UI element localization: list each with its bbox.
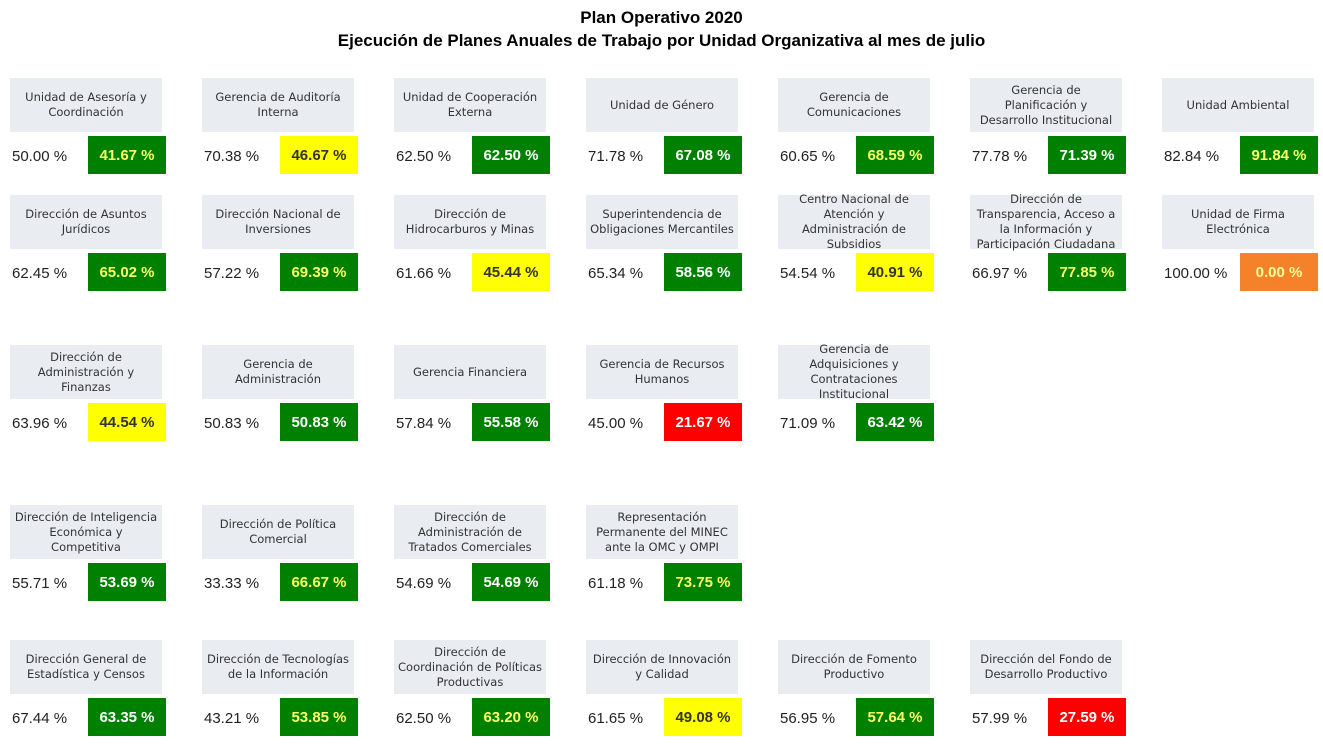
executed-value: 0.00 % <box>1240 253 1318 291</box>
planned-value: 54.54 % <box>780 265 836 282</box>
planned-value: 61.18 % <box>588 575 644 592</box>
unit-name: Dirección General de Estadística y Censo… <box>10 640 162 694</box>
planned-value: 33.33 % <box>204 575 260 592</box>
planned-value: 66.97 % <box>972 265 1028 282</box>
unit-name: Gerencia de Comunicaciones <box>778 78 930 132</box>
unit-name: Dirección de Transparencia, Acceso a la … <box>970 192 1122 251</box>
executed-value: 53.69 % <box>88 563 166 601</box>
unit-name: Unidad de Cooperación Externa <box>394 78 546 132</box>
unit-name: Unidad de Género <box>586 78 738 132</box>
planned-value: 82.84 % <box>1164 148 1220 165</box>
planned-value: 65.34 % <box>588 265 644 282</box>
planned-value: 71.78 % <box>588 148 644 165</box>
executed-value: 77.85 % <box>1048 253 1126 291</box>
executed-value: 50.83 % <box>280 403 358 441</box>
unit-name: Superintendencia de Obligaciones Mercant… <box>586 195 738 249</box>
planned-value: 63.96 % <box>12 415 68 432</box>
executed-value: 63.42 % <box>856 403 934 441</box>
executed-value: 55.58 % <box>472 403 550 441</box>
unit-name: Dirección de Tecnologías de la Informaci… <box>202 640 354 694</box>
unit-name: Unidad de Asesoría y Coordinación <box>10 78 162 132</box>
executed-value: 67.08 % <box>664 136 742 174</box>
planned-value: 61.66 % <box>396 265 452 282</box>
planned-value: 60.65 % <box>780 148 836 165</box>
executed-value: 58.56 % <box>664 253 742 291</box>
unit-name: Unidad de Firma Electrónica <box>1162 195 1314 249</box>
planned-value: 50.00 % <box>12 148 68 165</box>
unit-name: Dirección de Hidrocarburos y Minas <box>394 195 546 249</box>
unit-name: Dirección Nacional de Inversiones <box>202 195 354 249</box>
unit-name: Gerencia de Auditoría Interna <box>202 78 354 132</box>
unit-name: Centro Nacional de Atención y Administra… <box>778 192 930 251</box>
planned-value: 57.99 % <box>972 710 1028 727</box>
planned-value: 54.69 % <box>396 575 452 592</box>
executed-value: 45.44 % <box>472 253 550 291</box>
unit-name: Dirección de Inteligencia Económica y Co… <box>10 505 162 559</box>
executed-value: 54.69 % <box>472 563 550 601</box>
executed-value: 46.67 % <box>280 136 358 174</box>
unit-name: Dirección de Administración y Finanzas <box>10 345 162 399</box>
executed-value: 41.67 % <box>88 136 166 174</box>
planned-value: 70.38 % <box>204 148 260 165</box>
unit-name: Representación Permanente del MINEC ante… <box>586 505 738 559</box>
unit-name: Dirección de Asuntos Jurídicos <box>10 195 162 249</box>
planned-value: 71.09 % <box>780 415 836 432</box>
unit-name: Dirección de Política Comercial <box>202 505 354 559</box>
executed-value: 21.67 % <box>664 403 742 441</box>
unit-name: Dirección de Fomento Productivo <box>778 640 930 694</box>
executed-value: 63.20 % <box>472 698 550 736</box>
executed-value: 73.75 % <box>664 563 742 601</box>
planned-value: 43.21 % <box>204 710 260 727</box>
unit-name: Gerencia de Administración <box>202 345 354 399</box>
executed-value: 66.67 % <box>280 563 358 601</box>
executed-value: 49.08 % <box>664 698 742 736</box>
executed-value: 27.59 % <box>1048 698 1126 736</box>
planned-value: 45.00 % <box>588 415 644 432</box>
unit-name: Dirección de Coordinación de Políticas P… <box>394 640 546 694</box>
executed-value: 68.59 % <box>856 136 934 174</box>
planned-value: 77.78 % <box>972 148 1028 165</box>
unit-name: Dirección de Innovación y Calidad <box>586 640 738 694</box>
planned-value: 100.00 % <box>1164 265 1228 282</box>
unit-name: Dirección de Administración de Tratados … <box>394 505 546 559</box>
executed-value: 57.64 % <box>856 698 934 736</box>
executed-value: 69.39 % <box>280 253 358 291</box>
planned-value: 67.44 % <box>12 710 68 727</box>
executed-value: 44.54 % <box>88 403 166 441</box>
executed-value: 91.84 % <box>1240 136 1318 174</box>
unit-name: Gerencia de Planificación y Desarrollo I… <box>970 78 1122 132</box>
executed-value: 53.85 % <box>280 698 358 736</box>
planned-value: 57.84 % <box>396 415 452 432</box>
unit-name: Gerencia de Recursos Humanos <box>586 345 738 399</box>
planned-value: 62.50 % <box>396 148 452 165</box>
planned-value: 62.45 % <box>12 265 68 282</box>
planned-value: 50.83 % <box>204 415 260 432</box>
unit-name: Gerencia Financiera <box>394 345 546 399</box>
executed-value: 65.02 % <box>88 253 166 291</box>
executed-value: 63.35 % <box>88 698 166 736</box>
unit-name: Dirección del Fondo de Desarrollo Produc… <box>970 640 1122 694</box>
planned-value: 56.95 % <box>780 710 836 727</box>
planned-value: 57.22 % <box>204 265 260 282</box>
executed-value: 40.91 % <box>856 253 934 291</box>
unit-name: Unidad Ambiental <box>1162 78 1314 132</box>
planned-value: 55.71 % <box>12 575 68 592</box>
header: Plan Operativo 2020 Ejecución de Planes … <box>0 6 1323 52</box>
unit-name: Gerencia de Adquisiciones y Contratacion… <box>778 342 930 401</box>
title: Plan Operativo 2020 <box>580 8 743 27</box>
planned-value: 61.65 % <box>588 710 644 727</box>
executed-value: 71.39 % <box>1048 136 1126 174</box>
subtitle: Ejecución de Planes Anuales de Trabajo p… <box>337 31 986 50</box>
executed-value: 62.50 % <box>472 136 550 174</box>
planned-value: 62.50 % <box>396 710 452 727</box>
